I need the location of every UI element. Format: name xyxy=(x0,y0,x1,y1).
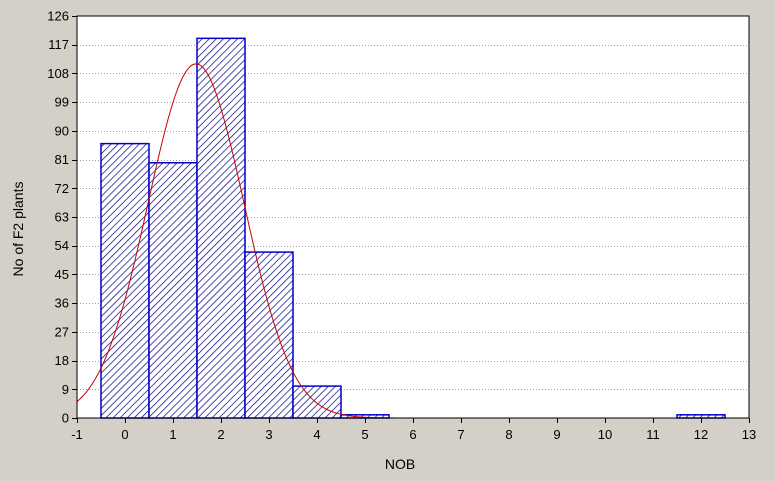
x-tick-label: 10 xyxy=(598,427,612,442)
y-tick-label: 81 xyxy=(55,152,69,167)
histogram-bar xyxy=(292,385,342,419)
x-tick-label: 9 xyxy=(553,427,560,442)
y-tick-label: 45 xyxy=(55,267,69,282)
y-tick-label: 63 xyxy=(55,210,69,225)
x-tick-label: 12 xyxy=(694,427,708,442)
y-tick-label: 72 xyxy=(55,181,69,196)
y-axis: 0 9 18 27 36 45 54 63 72 81 90 99 108 117 126 xyxy=(47,9,77,426)
x-axis: -1 0 1 2 3 4 5 6 7 8 9 10 11 12 13 xyxy=(71,418,756,442)
x-tick-label: 0 xyxy=(121,427,128,442)
y-tick-label: 18 xyxy=(55,353,69,368)
x-tick-label: 13 xyxy=(742,427,756,442)
y-tick-label: 27 xyxy=(55,324,69,339)
x-tick-label: 8 xyxy=(505,427,512,442)
y-tick-label: 99 xyxy=(55,95,69,110)
histogram-bar xyxy=(196,37,246,419)
x-tick-label: 7 xyxy=(457,427,464,442)
x-tick-label: 6 xyxy=(409,427,416,442)
y-tick-label: 54 xyxy=(55,238,69,253)
x-tick-label: 5 xyxy=(361,427,368,442)
histogram-bar xyxy=(100,142,150,419)
x-tick-label: 2 xyxy=(217,427,224,442)
y-tick-label: 0 xyxy=(62,411,69,426)
y-tick-label: 90 xyxy=(55,123,69,138)
x-tick-label: 3 xyxy=(265,427,272,442)
histogram-bar xyxy=(148,162,198,419)
bars xyxy=(100,37,726,419)
y-axis-title: No of F2 plants xyxy=(10,182,26,277)
x-tick-label: 1 xyxy=(169,427,176,442)
y-tick-label: 117 xyxy=(48,37,69,52)
y-tick-label: 9 xyxy=(62,382,69,397)
y-tick-label: 126 xyxy=(47,9,69,24)
histogram-bar xyxy=(244,251,294,419)
x-axis-title: NOB xyxy=(385,456,415,472)
x-tick-label: -1 xyxy=(71,427,83,442)
y-tick-label: 36 xyxy=(55,296,69,311)
y-tick-label: 108 xyxy=(47,66,69,81)
x-tick-label: 4 xyxy=(313,427,320,442)
x-tick-label: 11 xyxy=(646,427,660,442)
